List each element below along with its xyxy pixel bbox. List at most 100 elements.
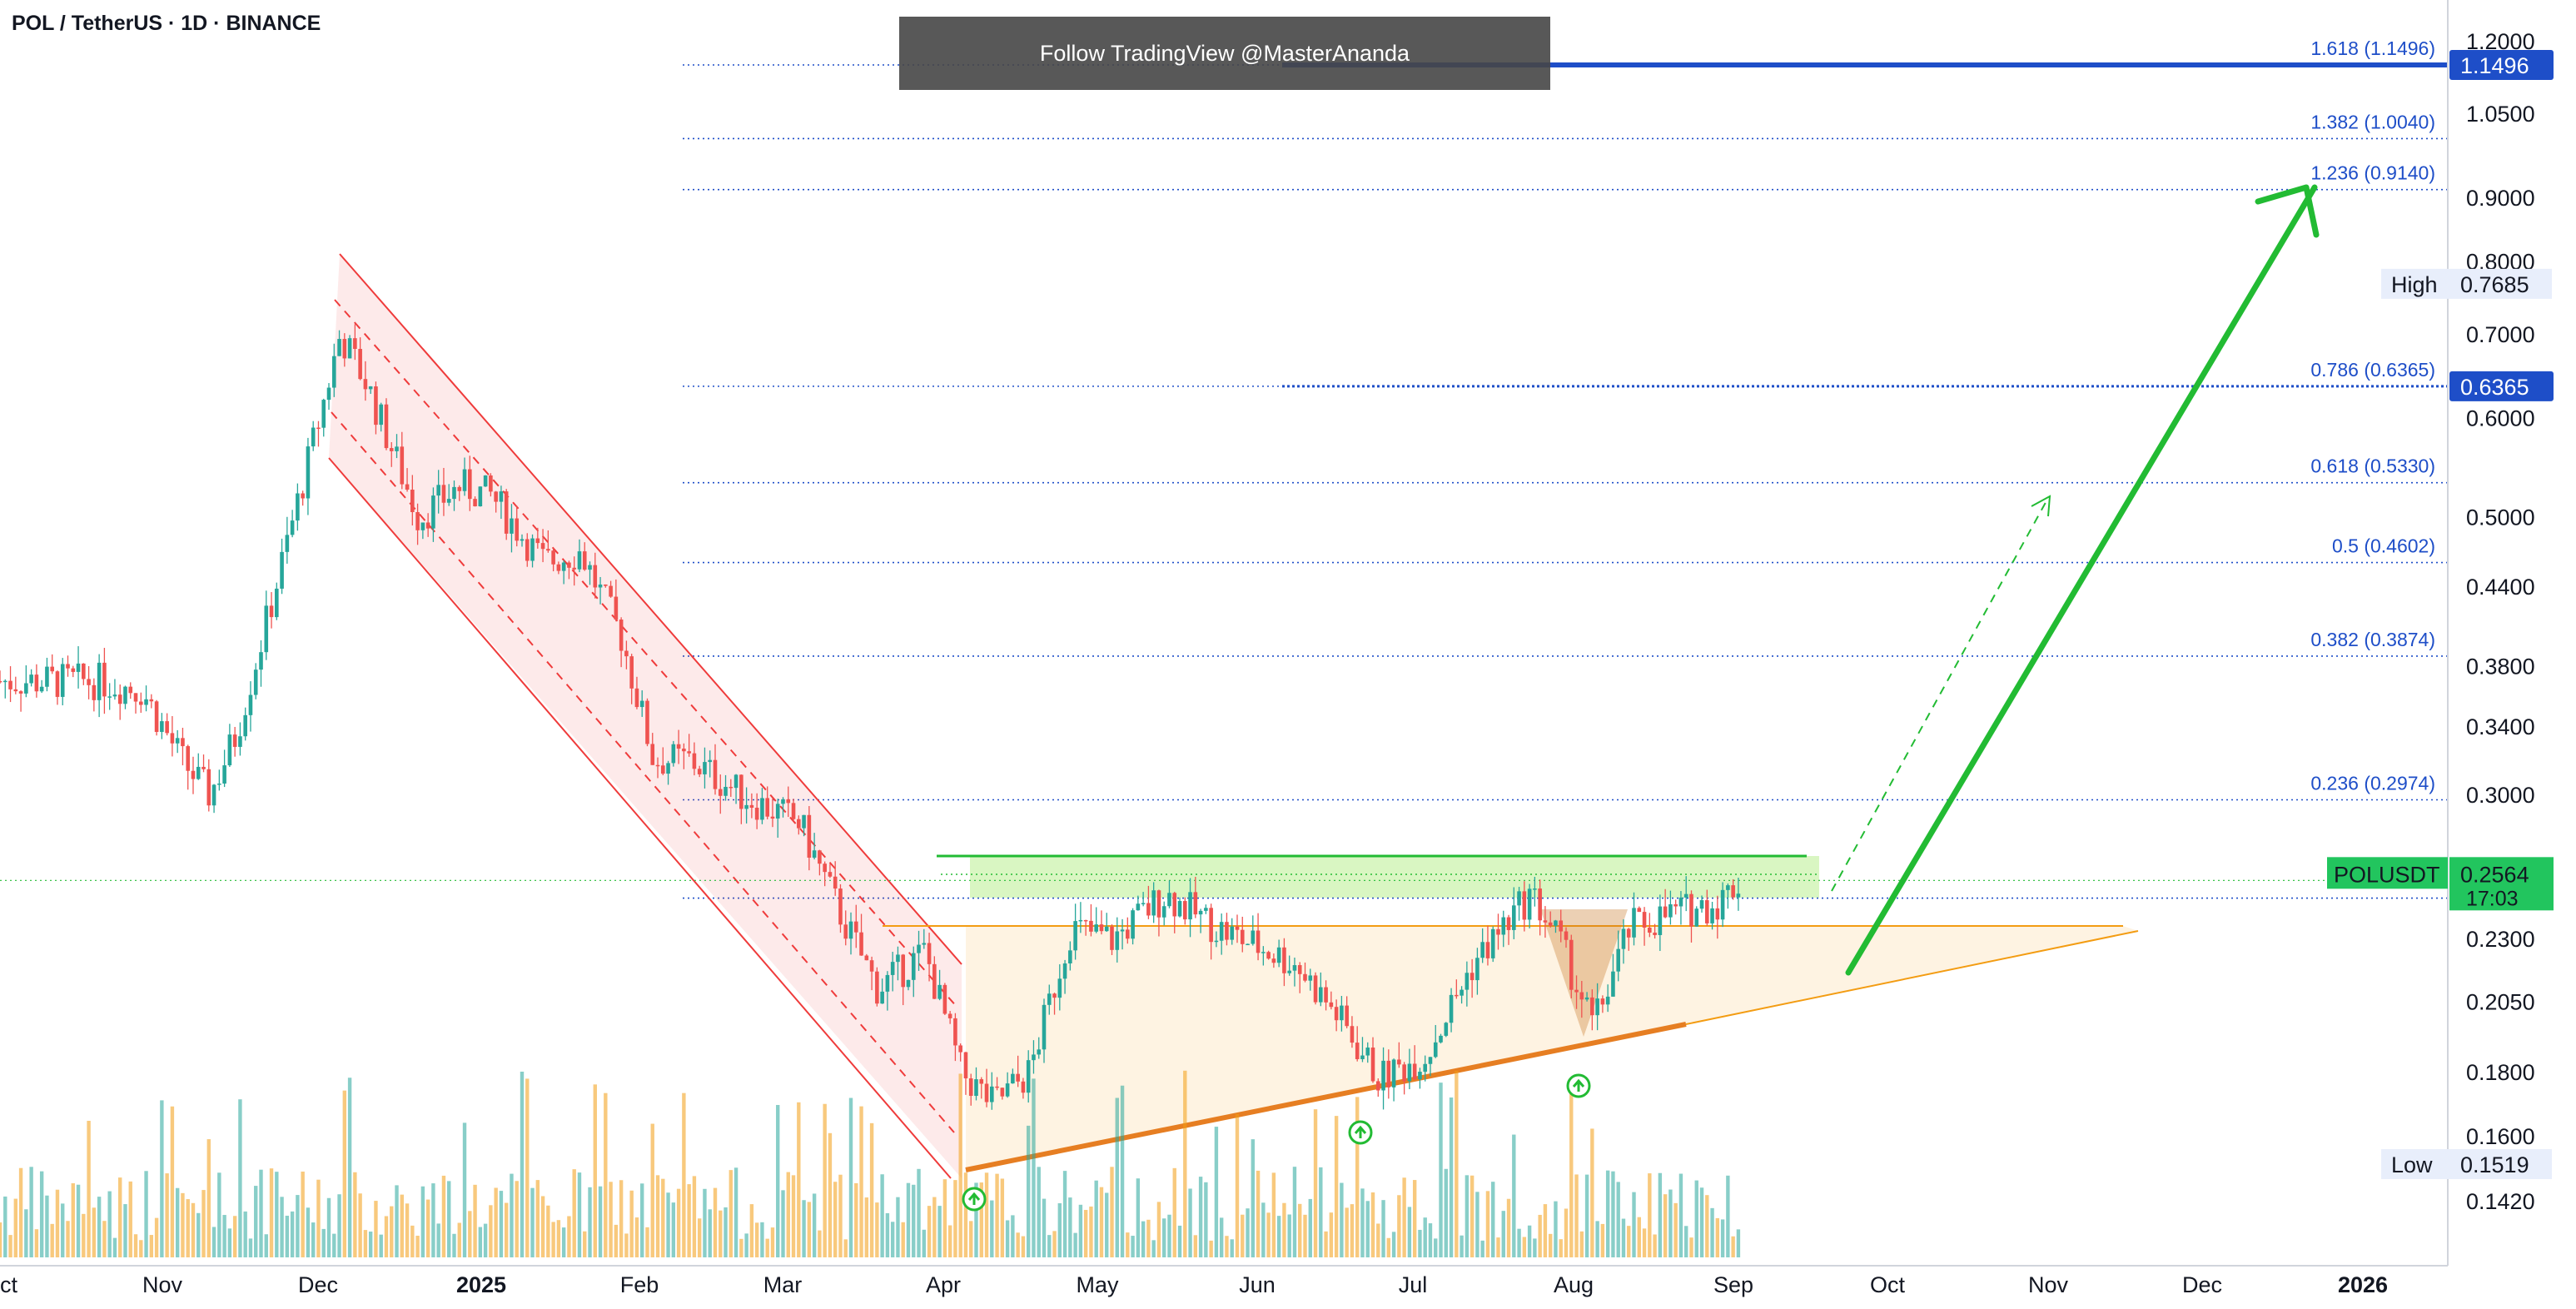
volume-bar [1715,1217,1720,1257]
volume-bar [906,1182,911,1257]
volume-bar [922,1229,926,1257]
candle-body [264,605,269,653]
candle-body [0,680,2,683]
projection-arrow [1845,184,2318,976]
volume-bar [1491,1182,1495,1257]
volume-bar [1276,1216,1281,1257]
candle-body [535,538,540,544]
candle-body [1590,997,1594,1016]
candle-body [942,984,947,1014]
candle-body [859,932,863,956]
candle-body [1433,1042,1438,1058]
volume-bar [1089,1206,1093,1257]
candle-body [901,954,906,988]
candle-body [1490,928,1495,958]
fib-level-label: 0.236 (0.2974) [2310,772,2435,794]
volume-bar [1699,1187,1704,1257]
volume-bar [342,1090,347,1257]
volume-bar [374,1201,378,1257]
volume-bar [1386,1237,1391,1257]
volume-bar [1037,1167,1041,1257]
time-tick-label: Sep [1713,1272,1753,1297]
candle-body [1391,1059,1396,1088]
volume-bar [708,1209,712,1257]
volume-bar [1611,1171,1615,1257]
candle-body [39,686,44,692]
volume-bar [1496,1237,1500,1257]
candle-body [1177,901,1182,917]
candle-body [405,484,410,490]
fib-level-label: 0.786 (0.6365) [2310,359,2435,381]
candle-body [2,680,7,683]
volume-bar [614,1224,619,1257]
candle-body [974,1079,978,1097]
volume-bar [629,1190,634,1257]
candle-body [786,799,791,804]
volume-bar [1663,1194,1668,1257]
candle-body [629,656,634,689]
candle-body [66,664,70,669]
price-tick-label: 0.3000 [2466,783,2535,808]
candle-body [739,774,743,809]
volume-bar [1621,1218,1626,1257]
candle-body [395,446,399,451]
candle-body [191,770,196,779]
candle-body [420,522,425,530]
candle-body [551,550,555,565]
volume-bar [1329,1212,1334,1257]
candle-body [692,753,697,769]
candle-body [243,714,247,737]
candle-body [729,786,734,789]
volume-bar [1512,1134,1516,1257]
candle-body [1345,1005,1349,1027]
candle-body [92,684,97,700]
volume-bar [18,1167,23,1257]
candle-body [196,766,201,779]
volume-bar [1522,1237,1527,1257]
volume-bar [990,1200,994,1257]
volume-bar [676,1188,681,1257]
candle-body [791,803,796,819]
volume-bar [39,1171,44,1257]
volume-bar [864,1197,869,1257]
candle-body [1000,1088,1005,1097]
candle-body [1047,993,1052,1005]
candle-body [1146,903,1151,916]
candle-body [1600,998,1605,1005]
volume-bar [217,1172,221,1257]
volume-bar [1710,1207,1714,1257]
volume-bar [1527,1225,1532,1257]
volume-bar [515,1181,519,1257]
candle-body [875,971,879,1004]
candle-body [953,1018,957,1046]
candle-body [1131,910,1135,939]
volume-bar [0,1222,2,1257]
candle-body [170,733,175,744]
candle-body [128,686,133,694]
candle-body [828,872,833,877]
candle-body [577,551,582,570]
volume-bar [567,1216,571,1257]
volume-bar [144,1171,148,1257]
candle-body [1324,987,1328,1003]
candle-body [489,475,493,492]
candle-body [1156,890,1161,918]
volume-bar [729,1170,733,1257]
volume-bar [1475,1192,1479,1257]
candle-body [540,543,545,550]
candle-body [781,799,785,804]
candle-body [34,674,39,692]
candle-body [1057,978,1062,998]
volume-bar [540,1196,545,1257]
volume-bar [123,1204,127,1257]
candle-body [770,816,775,819]
volume-bar [823,1103,827,1257]
candle-body [326,387,331,401]
volume-bar [358,1193,362,1257]
candle-body [133,693,138,702]
candle-body [24,683,28,694]
candle-body [744,804,748,809]
candle-body [525,539,530,561]
candle-body [1297,965,1302,974]
